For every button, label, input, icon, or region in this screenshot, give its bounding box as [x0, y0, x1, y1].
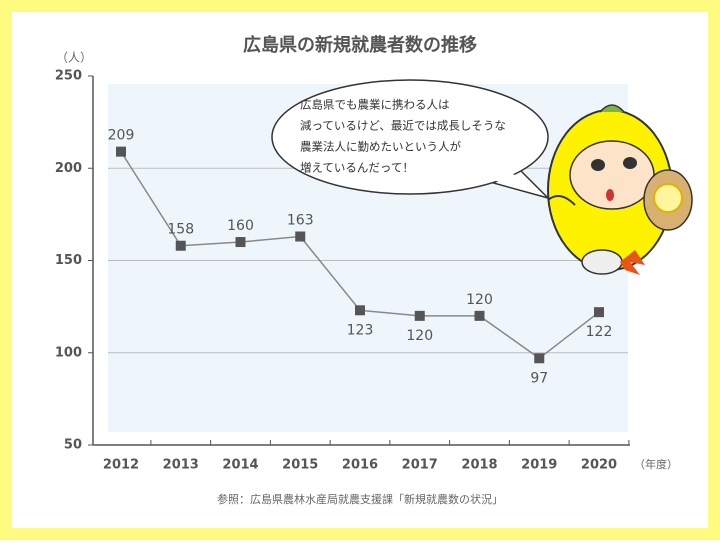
source: 参照：広島県農林水産局就農支援課「新規就農数の状況」	[217, 492, 503, 506]
y-tick-label: 150	[55, 253, 82, 268]
mascot-eye	[591, 159, 605, 171]
y-tick-label: 100	[55, 345, 82, 360]
data-label: 163	[287, 213, 314, 229]
marker	[414, 310, 425, 321]
data-label: 160	[227, 218, 254, 234]
x-tick-label: 2015	[282, 458, 318, 473]
bubble-joint	[487, 166, 525, 190]
bubble-line: 減っているけど、最近では成長しそうな	[300, 119, 506, 133]
data-label: 97	[530, 370, 548, 386]
mascot-mouth	[606, 189, 614, 201]
marker	[594, 307, 604, 318]
speech-bubble	[271, 79, 549, 195]
y-tick-label: 50	[64, 438, 82, 453]
oyster	[581, 249, 623, 275]
x-tick-label: 2013	[163, 458, 199, 473]
x-tick-label: 2020	[581, 458, 617, 473]
bubble-line: 増えているんだって！	[300, 161, 414, 175]
data-label: 123	[347, 322, 374, 338]
mascot-leaf	[599, 104, 625, 113]
mascot	[547, 104, 693, 275]
x-tick-label: 2016	[342, 458, 378, 473]
mascot-eye	[623, 157, 637, 169]
x-tick-label: 2017	[402, 458, 438, 473]
chart-title: 広島県の新規就農者数の推移	[243, 34, 477, 56]
x-tick-label: 2012	[103, 458, 139, 473]
marker	[235, 237, 246, 248]
marker	[116, 146, 126, 157]
marker	[175, 240, 186, 251]
data-label: 120	[466, 292, 493, 308]
x-axis-label: （年度）	[634, 457, 678, 471]
marker	[295, 231, 306, 242]
x-tick-label: 2014	[222, 458, 258, 473]
bubble-line: 広島県でも農業に携わる人は	[300, 98, 450, 112]
data-label: 158	[167, 222, 194, 238]
marker	[355, 305, 365, 316]
marker	[534, 353, 545, 364]
plot: 50 100 150 200 250 2012 2013 2014 2015 2016 2017 20…	[55, 69, 630, 473]
y-axis-label: （人）	[56, 51, 92, 65]
x-tick-label: 2018	[461, 458, 497, 473]
data-label: 122	[586, 324, 613, 340]
data-label: 120	[406, 328, 433, 344]
y-tick-label: 250	[55, 69, 82, 84]
maple-leaf	[620, 250, 645, 275]
x-tick-label: 2019	[521, 458, 557, 473]
bubble-line: 農業法人に勤めたいという人が	[300, 140, 461, 154]
y-tick-label: 200	[55, 161, 82, 176]
bubble-text: 広島県でも農業に携わる人は減っているけど、最近では成長しそうな農業法人に勤めたい…	[300, 98, 506, 175]
data-label: 209	[108, 128, 135, 144]
mascot-arm	[547, 195, 576, 206]
lemon-slice	[653, 183, 683, 213]
marker	[474, 310, 485, 321]
